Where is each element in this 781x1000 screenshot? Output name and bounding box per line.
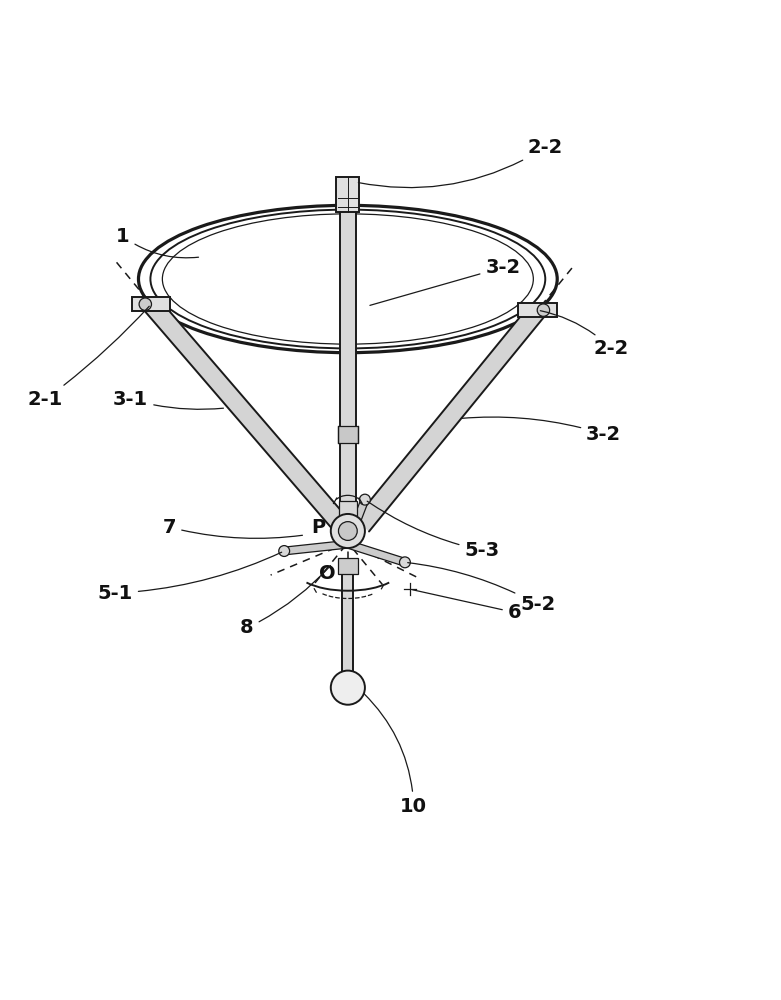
Circle shape xyxy=(338,522,357,540)
Text: 1: 1 xyxy=(116,227,198,258)
Text: 5-2: 5-2 xyxy=(408,563,555,614)
Circle shape xyxy=(139,298,152,310)
Polygon shape xyxy=(344,498,369,546)
Bar xyxy=(519,303,557,317)
Text: 10: 10 xyxy=(364,693,427,816)
Circle shape xyxy=(537,304,550,316)
Text: 5-1: 5-1 xyxy=(98,552,282,603)
Text: 3-2: 3-2 xyxy=(461,417,622,444)
Text: 2-2: 2-2 xyxy=(358,138,563,188)
Text: 3-1: 3-1 xyxy=(113,390,223,409)
Bar xyxy=(338,501,357,516)
Polygon shape xyxy=(340,209,355,523)
Polygon shape xyxy=(347,541,406,566)
Bar xyxy=(336,177,359,212)
Bar xyxy=(338,558,358,574)
Text: 2-2: 2-2 xyxy=(540,311,629,358)
Circle shape xyxy=(279,546,290,556)
Text: 5-3: 5-3 xyxy=(367,501,500,560)
Circle shape xyxy=(331,514,365,548)
Polygon shape xyxy=(355,304,545,531)
Bar xyxy=(132,297,170,311)
Circle shape xyxy=(331,671,365,705)
Polygon shape xyxy=(342,560,353,671)
Polygon shape xyxy=(144,298,348,532)
Bar xyxy=(338,426,358,443)
Polygon shape xyxy=(284,540,348,555)
Circle shape xyxy=(400,557,410,568)
Text: P: P xyxy=(312,518,326,537)
Text: 7: 7 xyxy=(162,518,302,538)
Text: 3-2: 3-2 xyxy=(370,258,520,305)
Text: O: O xyxy=(319,564,336,583)
Text: 6: 6 xyxy=(412,590,522,622)
Circle shape xyxy=(359,494,370,505)
Text: 2-1: 2-1 xyxy=(28,306,149,409)
Text: 8: 8 xyxy=(241,566,330,637)
